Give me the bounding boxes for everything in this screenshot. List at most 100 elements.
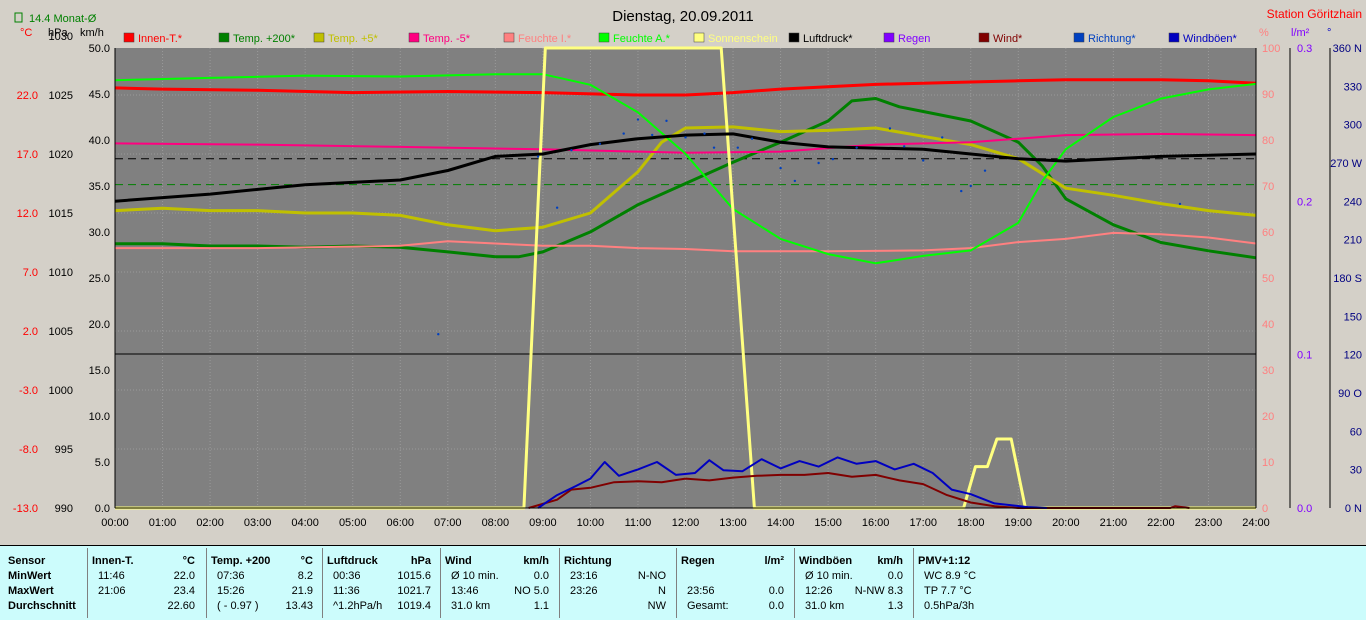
legend-swatch — [503, 32, 515, 43]
stat-time: 13:46 — [451, 585, 479, 597]
column-header: Innen-T. — [92, 555, 134, 567]
tick-label-celsius: -3.0 — [19, 385, 38, 397]
stat-time: 23:16 — [570, 570, 598, 582]
direction-point — [855, 146, 858, 149]
tick-label-rain: 0.3 — [1297, 43, 1312, 55]
legend-item: Regen — [883, 32, 930, 45]
month-avg-marker-icon — [14, 12, 23, 23]
tick-label-percent: 100 — [1262, 43, 1280, 55]
tick-label-kmh: 5.0 — [95, 457, 110, 469]
legend-label: Richtung* — [1088, 33, 1136, 45]
tick-label-time: 07:00 — [434, 517, 462, 529]
tick-label-direction: 30 — [1350, 465, 1362, 477]
stat-time: 00:36 — [333, 570, 361, 582]
legend-item: Windböen* — [1168, 32, 1238, 45]
stat-value: 0.0 — [533, 570, 549, 582]
legend-label: Windböen* — [1183, 33, 1238, 45]
tick-label-time: 04:00 — [291, 517, 319, 529]
tick-label-time: 20:00 — [1052, 517, 1080, 529]
tick-label-percent: 50 — [1262, 273, 1274, 285]
column-header: Richtung — [564, 555, 612, 567]
legend-label: Wind* — [993, 33, 1023, 45]
column-unit: hPa — [410, 555, 431, 567]
legend-swatch — [1073, 32, 1085, 43]
stat-time: TP 7.7 °C — [924, 585, 972, 597]
legend-item: Sonnenschein — [693, 32, 778, 45]
tick-label-time: 21:00 — [1100, 517, 1128, 529]
column-separator — [87, 548, 88, 618]
stat-value: 22.60 — [167, 600, 195, 612]
stat-value: 0.0 — [887, 570, 903, 582]
direction-point — [665, 119, 668, 123]
unit-hpa: hPa — [48, 27, 68, 39]
tick-label-time: 15:00 — [814, 517, 842, 529]
unit-celsius: °C — [20, 27, 32, 39]
tick-label-time: 01:00 — [149, 517, 177, 529]
direction-point — [636, 118, 640, 121]
direction-point — [736, 146, 739, 149]
tick-label-kmh: 45.0 — [89, 89, 110, 101]
month-avg-label: 14.4 Monat-Ø — [29, 13, 97, 25]
tick-label-time: 03:00 — [244, 517, 272, 529]
direction-point — [902, 145, 906, 148]
tick-label-kmh: 50.0 — [89, 43, 110, 55]
tick-label-rain: 0.2 — [1297, 196, 1312, 208]
tick-label-direction: 0 N — [1345, 503, 1362, 515]
tick-label-celsius: -13.0 — [13, 503, 38, 515]
direction-point — [598, 142, 602, 146]
row-label: MinWert — [8, 570, 52, 582]
direction-point — [651, 133, 654, 137]
legend-label: Innen-T.* — [138, 33, 183, 45]
direction-point — [831, 157, 835, 161]
column-header: Wind — [445, 555, 472, 567]
station-name: Station Göritzhain — [1267, 7, 1362, 21]
tick-label-direction: 210 — [1344, 235, 1362, 247]
tick-label-percent: 60 — [1262, 227, 1274, 239]
stat-value: 0.0 — [768, 585, 784, 597]
tick-label-percent: 40 — [1262, 319, 1274, 331]
legend-swatch — [313, 32, 325, 43]
legend-label: Feuchte A.* — [613, 33, 671, 45]
legend-label: Luftdruck* — [803, 33, 853, 45]
legend-item: Feuchte I.* — [503, 32, 572, 45]
tick-label-kmh: 30.0 — [89, 227, 110, 239]
direction-point — [969, 184, 972, 188]
tick-label-kmh: 15.0 — [89, 365, 110, 377]
tick-label-hpa: 1020 — [49, 149, 73, 161]
tick-label-direction: 60 — [1350, 426, 1362, 438]
row-label: MaxWert — [8, 585, 54, 597]
stat-time: 12:26 — [805, 585, 833, 597]
legend-item: Wind* — [978, 32, 1023, 45]
stat-time: 21:06 — [98, 585, 126, 597]
stat-value: 1019.4 — [397, 600, 431, 612]
tick-label-time: 11:00 — [625, 517, 652, 529]
stat-value: 23.4 — [173, 585, 195, 597]
chart-axes: 22.017.012.07.02.0-3.0-8.0-13.0103010251… — [13, 31, 1363, 529]
tick-label-rain: 0.0 — [1297, 503, 1312, 515]
tick-label-hpa: 1000 — [49, 385, 73, 397]
legend-item: Temp. +5* — [313, 32, 379, 45]
column-unit: °C — [182, 555, 195, 567]
tick-label-time: 23:00 — [1195, 517, 1223, 529]
tick-label-celsius: 17.0 — [17, 149, 38, 161]
tick-label-time: 12:00 — [672, 517, 700, 529]
tick-label-time: 05:00 — [339, 517, 367, 529]
tick-label-kmh: 40.0 — [89, 135, 110, 147]
series-line-wind — [528, 472, 1190, 509]
direction-point — [941, 136, 944, 139]
legend-item: Feuchte A.* — [598, 32, 671, 45]
legend-swatch — [788, 32, 800, 43]
legend-item: Innen-T.* — [123, 32, 183, 45]
column-separator — [206, 548, 207, 618]
legend-swatch — [123, 32, 135, 43]
column-header: Luftdruck — [327, 555, 378, 567]
direction-point — [555, 206, 559, 209]
direction-point — [888, 127, 892, 130]
direction-point — [712, 146, 716, 149]
legend-swatch — [693, 32, 705, 43]
stat-value: 8.2 — [297, 570, 313, 582]
tick-label-percent: 90 — [1262, 89, 1274, 101]
stat-value: 1021.7 — [397, 585, 431, 597]
tick-label-time: 13:00 — [719, 517, 747, 529]
stat-time: 15:26 — [217, 585, 245, 597]
